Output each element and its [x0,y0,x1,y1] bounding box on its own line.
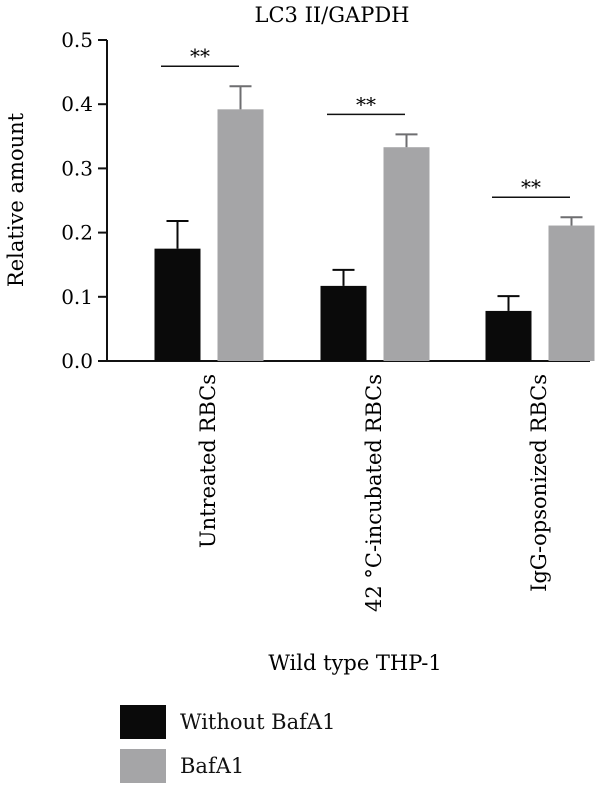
bar-bafa1 [383,147,430,361]
y-tick-label: 0.0 [61,349,93,373]
x-category-label: Untreated RBCs [196,374,220,548]
chart-title: LC3 II/GAPDH [255,3,410,27]
legend-label-bafa1: BafA1 [180,754,245,778]
y-tick-label: 0.5 [61,28,93,52]
legend-item-bafa1: BafA1 [120,744,335,788]
legend-item-without-bafa1: Without BafA1 [120,700,335,744]
y-tick-label: 0.2 [61,221,93,245]
x-axis-label: Wild type THP-1 [268,651,441,675]
y-tick-label: 0.3 [61,156,93,180]
bar-bafa1 [548,225,595,361]
y-tick-label: 0.4 [61,92,93,116]
legend-swatch-without-bafa1 [120,705,166,739]
x-category-label: 42 °C-incubated RBCs [362,374,386,612]
bar-without-bafa1 [320,285,367,361]
significance-marker: ** [356,92,376,116]
significance-marker: ** [190,44,210,68]
legend-label-without-bafa1: Without BafA1 [180,710,336,734]
y-axis-label: Relative amount [4,112,28,287]
bar-bafa1 [217,109,264,361]
bar-without-bafa1 [485,310,532,361]
legend-swatch-bafa1 [120,749,166,783]
significance-marker: ** [521,175,541,199]
y-tick-label: 0.1 [61,285,93,309]
bar-without-bafa1 [154,248,201,361]
legend: Without BafA1 BafA1 [120,700,335,788]
bar-chart: LC3 II/GAPDH Relative amount 0.0 0.1 0.2 0.… [4,3,595,675]
x-category-label: IgG-opsonized RBCs [527,374,551,592]
